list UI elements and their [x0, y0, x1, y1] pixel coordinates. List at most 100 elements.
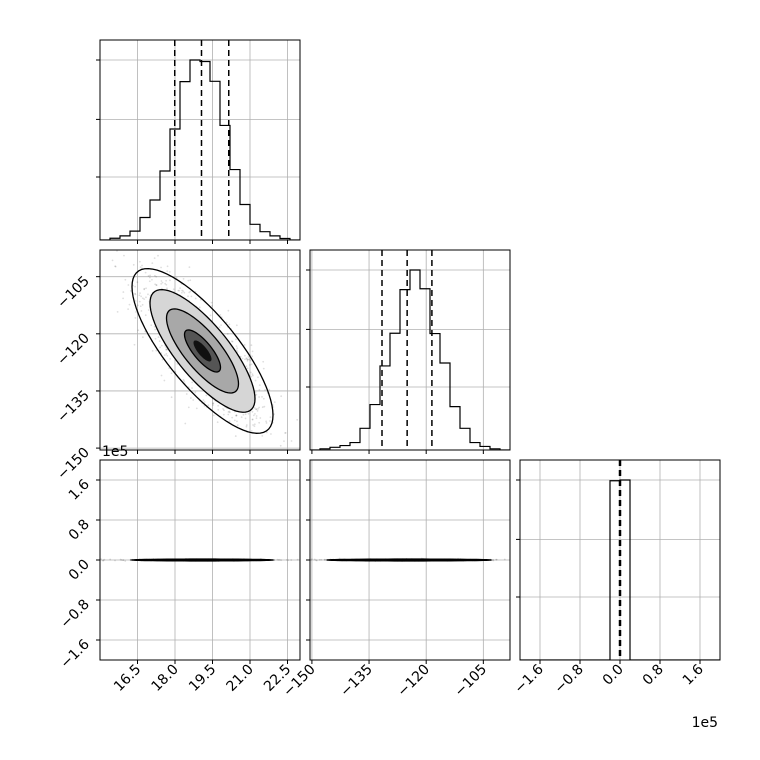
sample-point: [251, 418, 254, 421]
sample-point: [246, 358, 249, 361]
sample-point: [279, 444, 282, 447]
sample-point: [111, 259, 114, 262]
sample-point: [122, 559, 124, 562]
hist-panel-2: [520, 460, 720, 660]
sample-point: [119, 558, 122, 561]
sample-point: [138, 260, 141, 263]
sample-point: [165, 353, 168, 355]
sample-point: [268, 388, 271, 391]
sample-point: [202, 399, 205, 402]
x-tick-label: 0.0: [600, 662, 627, 689]
sample-point: [141, 336, 144, 339]
sample-point: [495, 558, 498, 561]
sample-point: [235, 414, 238, 417]
panel-frame-0-0: [99, 39, 301, 241]
sample-point: [102, 559, 105, 562]
sample-point: [254, 379, 257, 382]
sample-point: [207, 404, 210, 407]
sample-point: [252, 424, 254, 426]
sample-point: [160, 280, 163, 282]
sample-point: [157, 336, 160, 338]
sample-point: [180, 291, 183, 294]
histogram-step-1: [310, 269, 510, 450]
sample-point: [212, 404, 214, 406]
hist-panel-1: [310, 250, 510, 450]
sample-point: [155, 284, 158, 286]
sample-point: [122, 559, 125, 562]
sample-point: [262, 397, 265, 400]
sample-point: [269, 468, 271, 470]
x-tick-label: 16.5: [111, 662, 144, 695]
sample-point: [211, 305, 213, 307]
sample-point: [147, 309, 150, 311]
sample-point: [136, 304, 139, 307]
sample-point: [184, 422, 187, 425]
sample-point: [249, 371, 252, 374]
sample-point: [102, 559, 104, 562]
sample-point: [194, 391, 197, 394]
sample-point: [251, 355, 254, 358]
sample-point: [258, 396, 261, 398]
sample-point: [228, 420, 231, 423]
sample-point: [236, 424, 239, 427]
sample-point: [235, 324, 238, 327]
sample-point: [163, 379, 166, 382]
sample-point: [218, 326, 221, 329]
contour-line-2: [165, 308, 240, 394]
sample-point: [182, 378, 185, 381]
sample-point: [250, 363, 253, 366]
sample-point: [151, 350, 154, 352]
sample-point: [114, 265, 117, 268]
sample-point: [181, 289, 184, 292]
y-tick-label: −105: [54, 273, 93, 312]
sample-point: [116, 311, 119, 313]
sample-point: [183, 380, 186, 383]
sample-point: [177, 289, 180, 292]
sample-point: [212, 402, 215, 405]
sample-point: [231, 340, 234, 343]
sample-point: [256, 409, 259, 412]
sample-point: [136, 281, 139, 284]
sample-point: [235, 345, 238, 347]
sample-point: [169, 358, 172, 360]
sample-point: [269, 420, 271, 422]
sample-point: [245, 358, 248, 360]
sample-point: [151, 262, 154, 264]
sample-point: [222, 413, 225, 416]
sample-point: [120, 559, 123, 561]
sample-point: [145, 287, 147, 290]
sample-point: [273, 452, 275, 454]
sample-point: [235, 338, 237, 341]
sample-point: [258, 406, 261, 409]
sample-point: [245, 425, 248, 428]
hist-panel-0: [100, 40, 300, 240]
sample-point: [246, 358, 249, 361]
sample-point: [273, 413, 275, 415]
sample-point: [141, 297, 144, 300]
sample-point: [273, 401, 276, 404]
sample-point: [216, 421, 219, 424]
sample-point: [228, 323, 231, 326]
sample-point: [194, 297, 197, 300]
x-tick-label: −105: [452, 662, 491, 701]
sample-point: [191, 387, 193, 389]
sample-point: [318, 558, 321, 561]
sample-point: [143, 287, 146, 290]
sample-point: [150, 324, 153, 327]
sample-point: [129, 289, 132, 292]
sample-point: [257, 407, 259, 410]
sample-point: [147, 293, 149, 296]
sample-point: [158, 340, 161, 343]
sample-point: [269, 416, 272, 419]
sample-point: [189, 290, 192, 293]
sample-point: [134, 317, 137, 319]
sample-point: [97, 230, 99, 232]
sample-point: [188, 266, 191, 269]
sample-point: [190, 295, 193, 298]
sample-point: [147, 275, 150, 277]
sample-point: [296, 418, 299, 421]
sample-point: [265, 431, 268, 434]
sample-point: [234, 435, 237, 437]
sample-point: [239, 355, 242, 358]
